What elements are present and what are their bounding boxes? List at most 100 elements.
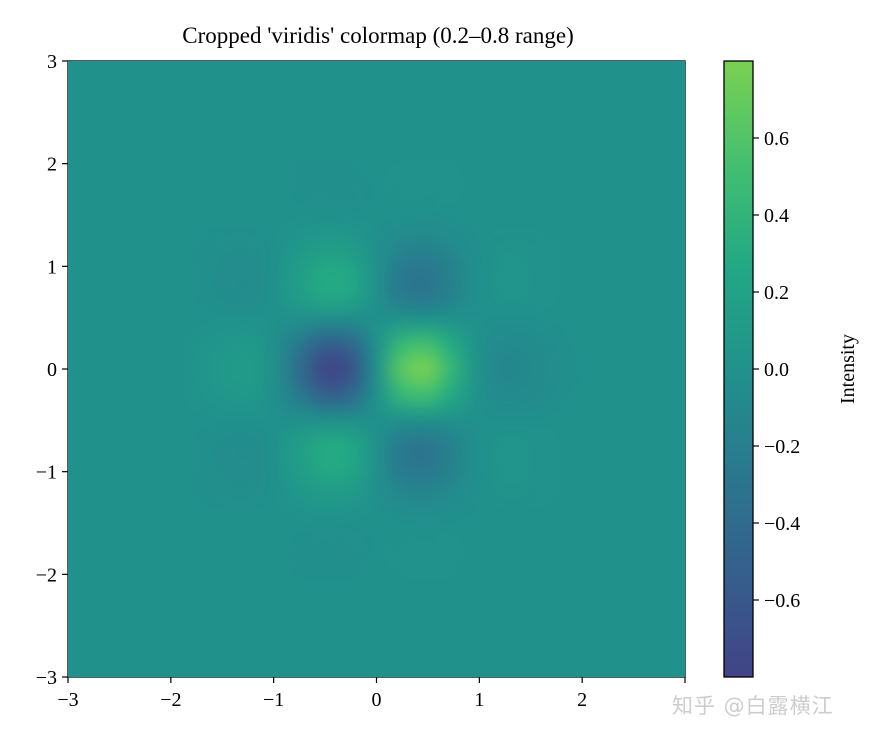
heatmap-cell bbox=[388, 85, 415, 111]
heatmap-cell bbox=[487, 627, 513, 653]
heatmap-cell bbox=[314, 405, 340, 432]
heatmap-cell bbox=[388, 479, 415, 506]
heatmap-cell bbox=[117, 208, 143, 234]
heatmap-cell bbox=[536, 479, 563, 506]
heatmap-cell bbox=[92, 208, 118, 234]
heatmap-cell bbox=[487, 110, 513, 136]
heatmap-cell bbox=[487, 61, 513, 87]
heatmap-cell bbox=[388, 578, 415, 604]
heatmap-cell bbox=[166, 504, 192, 530]
heatmap-cell bbox=[290, 61, 316, 87]
heatmap-cell bbox=[117, 282, 143, 308]
heatmap-cell bbox=[290, 332, 316, 358]
colorbar-tick-label: −0.2 bbox=[764, 436, 800, 458]
heatmap-cell bbox=[191, 85, 217, 111]
heatmap-cell bbox=[216, 553, 242, 579]
x-tick-label: 1 bbox=[474, 689, 484, 711]
heatmap-cell bbox=[68, 603, 94, 629]
heatmap-cell bbox=[561, 504, 587, 530]
heatmap-cell bbox=[191, 529, 217, 555]
heatmap-cell bbox=[314, 553, 340, 579]
heatmap-cell bbox=[265, 652, 291, 678]
heatmap-cell bbox=[438, 258, 464, 284]
y-tick-label: 1 bbox=[47, 256, 57, 278]
heatmap-cell bbox=[586, 208, 612, 234]
heatmap-cell bbox=[166, 553, 192, 579]
heatmap-cell bbox=[561, 184, 587, 210]
heatmap-cell bbox=[92, 529, 118, 555]
heatmap-cell bbox=[388, 356, 415, 382]
heatmap-cell bbox=[216, 159, 242, 185]
heatmap-cell bbox=[438, 603, 464, 629]
heatmap-cell bbox=[364, 381, 390, 407]
heatmap-cell bbox=[561, 578, 587, 604]
heatmap-cell bbox=[92, 405, 118, 432]
heatmap-cell bbox=[240, 307, 266, 333]
heatmap-cell bbox=[487, 307, 513, 333]
heatmap-cell bbox=[216, 110, 242, 136]
heatmap-cell bbox=[117, 627, 143, 653]
heatmap-cell bbox=[561, 455, 587, 481]
heatmap-cell bbox=[68, 85, 94, 111]
heatmap-cell bbox=[265, 233, 291, 259]
heatmap-cell bbox=[290, 504, 316, 530]
heatmap-cell bbox=[314, 282, 340, 308]
heatmap-cell bbox=[339, 578, 365, 604]
heatmap-cell bbox=[660, 553, 686, 579]
heatmap-cell bbox=[610, 307, 637, 333]
heatmap-cell bbox=[635, 455, 661, 481]
heatmap-cell bbox=[142, 282, 168, 308]
heatmap-cell bbox=[388, 134, 415, 161]
heatmap-cell bbox=[166, 356, 192, 382]
heatmap-cell bbox=[462, 159, 489, 185]
heatmap-cell bbox=[512, 282, 538, 308]
heatmap-cell bbox=[586, 85, 612, 111]
heatmap-cell bbox=[290, 627, 316, 653]
heatmap-cell bbox=[290, 134, 316, 161]
heatmap-cell bbox=[92, 627, 118, 653]
heatmap-cell bbox=[462, 553, 489, 579]
heatmap-cell bbox=[388, 652, 415, 678]
heatmap-cell bbox=[561, 381, 587, 407]
heatmap-cell bbox=[314, 578, 340, 604]
heatmap-cell bbox=[561, 159, 587, 185]
heatmap-cell bbox=[561, 85, 587, 111]
heatmap-cell bbox=[635, 208, 661, 234]
heatmap-cell bbox=[512, 455, 538, 481]
heatmap-cell bbox=[561, 405, 587, 432]
heatmap-cell bbox=[339, 208, 365, 234]
heatmap-cell bbox=[240, 61, 266, 87]
heatmap-cell bbox=[339, 455, 365, 481]
heatmap-cell bbox=[660, 85, 686, 111]
heatmap-cell bbox=[635, 332, 661, 358]
heatmap-cell bbox=[314, 208, 340, 234]
watermark: 知乎 @白露横江 bbox=[672, 694, 834, 718]
heatmap-cell bbox=[388, 504, 415, 530]
heatmap-cell bbox=[142, 159, 168, 185]
heatmap-cell bbox=[635, 504, 661, 530]
heatmap-cell bbox=[68, 110, 94, 136]
heatmap-cell bbox=[586, 356, 612, 382]
y-tick-label: 2 bbox=[47, 154, 57, 176]
heatmap-cell bbox=[512, 233, 538, 259]
heatmap-cell bbox=[586, 553, 612, 579]
heatmap-cell bbox=[314, 603, 340, 629]
heatmap-cell bbox=[388, 184, 415, 210]
heatmap-cell bbox=[512, 61, 538, 87]
heatmap-cell bbox=[265, 159, 291, 185]
heatmap-cell bbox=[166, 652, 192, 678]
heatmap-cell bbox=[438, 553, 464, 579]
heatmap-cell bbox=[364, 307, 390, 333]
heatmap-cell bbox=[240, 430, 266, 456]
heatmap-cell bbox=[536, 381, 563, 407]
heatmap-cell bbox=[92, 184, 118, 210]
heatmap-cell bbox=[364, 356, 390, 382]
heatmap-cell bbox=[216, 578, 242, 604]
heatmap-cell bbox=[314, 184, 340, 210]
heatmap-cell bbox=[586, 430, 612, 456]
heatmap-cell bbox=[240, 455, 266, 481]
heatmap-cell bbox=[339, 430, 365, 456]
heatmap-cell bbox=[216, 405, 242, 432]
heatmap-cell bbox=[462, 307, 489, 333]
heatmap-cell bbox=[339, 504, 365, 530]
